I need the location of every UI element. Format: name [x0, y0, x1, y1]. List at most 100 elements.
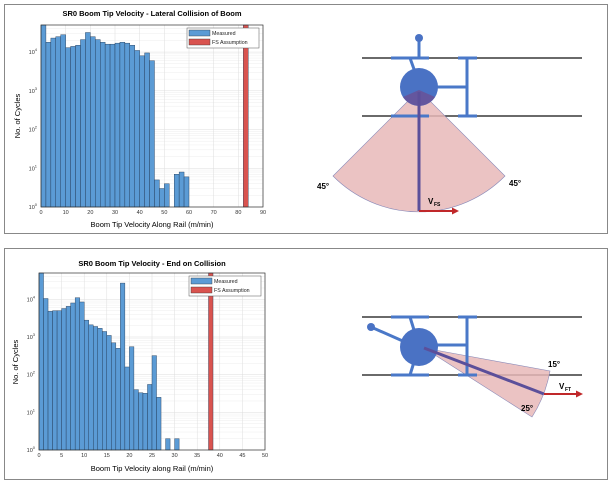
measured-bar	[104, 43, 111, 208]
x-tick-label: 0	[39, 210, 42, 216]
legend-label: FS Assumption	[212, 40, 248, 46]
measured-bar	[40, 24, 47, 208]
chart2: 0 5 10 15 20 25 30 35 40 45 50 100 101 102 103 104 Measu…	[27, 272, 268, 459]
lateral-collision-diagram: 45° 45° VFS	[317, 34, 582, 215]
x-tick-label: 90	[260, 210, 266, 216]
x-tick-label: 15	[104, 453, 110, 459]
measured-bar	[164, 183, 170, 208]
measured-bar	[70, 302, 76, 451]
measured-bar	[129, 346, 135, 451]
x-tick-label: 50	[161, 210, 167, 216]
chart2-xlabel: Boom Tip Velocity along Rail (m/min)	[91, 464, 214, 473]
measured-bar	[124, 366, 130, 451]
axes-box	[38, 272, 266, 451]
measured-bar	[79, 301, 85, 451]
measured-bar	[70, 46, 76, 208]
measured-bar	[56, 310, 62, 451]
measured-bar	[154, 179, 160, 208]
measured-bar	[129, 45, 135, 208]
y-tick-label: 100	[29, 202, 38, 211]
slew-hub	[400, 328, 438, 366]
chart1-title: SR0 Boom Tip Velocity - Lateral Collisio…	[62, 9, 241, 18]
measured-bar	[151, 355, 157, 451]
measured-bar	[61, 308, 67, 451]
chart1-ylabel: No. of Cycles	[13, 93, 22, 138]
x-tick-label: 40	[217, 453, 223, 459]
measured-bar	[139, 55, 145, 208]
measured-bar	[173, 174, 180, 208]
boom-arm	[423, 346, 545, 396]
y-tick-label: 104	[27, 294, 36, 303]
measured-bar	[65, 306, 71, 451]
y-tick-label: 101	[29, 163, 38, 172]
end-on-collision-diagram: 15° 25° VFT	[362, 315, 583, 418]
y-tick-label: 103	[29, 86, 38, 95]
angle-top-label: 15°	[548, 360, 560, 369]
y-tick-label: 104	[29, 47, 38, 56]
x-tick-label: 60	[186, 210, 192, 216]
measured-bar	[93, 326, 98, 451]
measured-bar	[159, 188, 165, 208]
measured-bar	[50, 37, 56, 208]
legend-label: Measured	[214, 279, 238, 285]
velocity-symbol: V	[428, 197, 434, 206]
measured-bar	[60, 34, 66, 208]
measured-bar	[142, 393, 148, 451]
measured-bar	[120, 282, 126, 451]
measured-bar	[83, 319, 89, 451]
measured-bar	[65, 47, 71, 208]
top-panel	[4, 4, 608, 234]
x-tick-label: 10	[63, 210, 69, 216]
arrow-head-icon	[452, 207, 459, 215]
measured-bar	[114, 42, 121, 208]
measured-bar	[38, 272, 44, 451]
legend-label: FS Assumption	[214, 288, 250, 294]
y-tick-label: 102	[29, 125, 38, 134]
x-tick-label: 35	[194, 453, 200, 459]
crane-frame	[391, 38, 477, 118]
angle-left-label: 45°	[317, 182, 329, 191]
measured-bar	[119, 41, 126, 208]
boom-pin	[367, 323, 375, 331]
fs-assumption-bar	[243, 24, 249, 208]
measured-bar	[156, 397, 162, 451]
legend-swatch	[188, 29, 211, 37]
measured-bar	[85, 32, 91, 208]
chart2-title: SR0 Boom Tip Velocity - End on Collision	[78, 259, 226, 268]
legend-swatch	[190, 277, 213, 285]
y-tick-label: 102	[27, 370, 36, 379]
fs-assumption-bar	[208, 272, 214, 451]
measured-bar	[115, 348, 121, 451]
angle-bottom-label: 25°	[521, 404, 533, 413]
measured-bar	[138, 392, 144, 451]
measured-bar	[124, 42, 131, 208]
velocity-label: VFT	[559, 382, 571, 393]
measured-bar	[106, 335, 112, 451]
velocity-subscript: FT	[565, 387, 571, 393]
legend-label: Measured	[212, 31, 236, 37]
legend-swatch	[188, 38, 211, 46]
measured-bar	[52, 310, 58, 451]
measured-bar	[74, 297, 80, 451]
measured-bar	[178, 171, 185, 208]
measured-bar	[99, 41, 106, 208]
measured-bar	[134, 50, 140, 208]
x-tick-label: 50	[262, 453, 268, 459]
measured-bar	[144, 52, 150, 208]
x-tick-label: 30	[172, 453, 178, 459]
velocity-symbol: V	[559, 382, 565, 391]
measured-bar	[174, 438, 180, 451]
x-tick-label: 5	[60, 453, 63, 459]
x-tick-label: 70	[211, 210, 217, 216]
crane-frame	[370, 315, 477, 377]
x-tick-label: 20	[126, 453, 132, 459]
velocity-subscript: FS	[434, 202, 441, 208]
measured-bar	[90, 36, 96, 208]
y-tick-label: 100	[27, 445, 36, 454]
velocity-label: VFS	[428, 197, 441, 208]
legend-swatch	[190, 286, 213, 294]
arrow-head-icon	[576, 390, 583, 398]
chart2-ylabel: No. of Cycles	[11, 339, 20, 384]
measured-bar	[75, 45, 81, 208]
x-tick-label: 0	[37, 453, 40, 459]
